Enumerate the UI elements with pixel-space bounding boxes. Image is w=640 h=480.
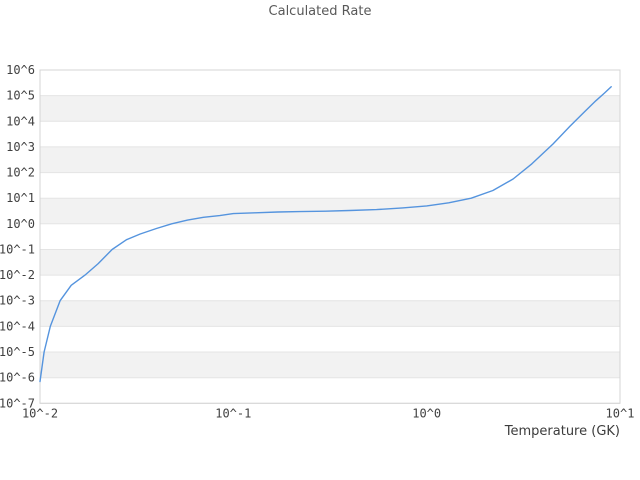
- y-tick-label: 10^4: [6, 114, 35, 128]
- y-tick-label: 10^-4: [0, 319, 35, 333]
- y-tick-label: 10^5: [6, 89, 35, 103]
- y-tick-label: 10^-2: [0, 268, 35, 282]
- plot-border: [39, 69, 621, 404]
- y-tick-label: 10^-5: [0, 345, 35, 359]
- plot-band: [40, 275, 620, 301]
- y-tick-label: 10^-7: [0, 396, 35, 410]
- y-tick-label: 10^2: [6, 166, 35, 180]
- x-tick-label: 10^-1: [215, 406, 251, 420]
- y-tick-label: 10^1: [6, 191, 35, 205]
- x-axis-title: Temperature (GK): [504, 424, 620, 439]
- plot-band: [40, 146, 620, 173]
- chart-title: Calculated Rate: [268, 4, 372, 19]
- plot-band: [40, 352, 620, 378]
- y-tick-label: 10^-3: [0, 294, 35, 308]
- plot-band: [40, 377, 620, 404]
- y-tick-label: 10^0: [6, 217, 35, 231]
- plot-band: [40, 95, 620, 122]
- x-tick-label: 10^1: [606, 406, 635, 420]
- y-tick-label: 10^6: [6, 63, 35, 77]
- plot-band: [40, 70, 620, 96]
- plot-band: [40, 326, 620, 352]
- rate-curve: [39, 85, 612, 383]
- plot-band: [40, 223, 620, 250]
- plot-band: [40, 172, 620, 199]
- plot-band: [40, 249, 620, 276]
- y-tick-label: 10^-1: [0, 243, 35, 257]
- x-tick-label: 10^0: [412, 406, 441, 420]
- y-tick-label: 10^-6: [0, 371, 35, 385]
- x-tick-label: 10^-2: [22, 406, 58, 420]
- y-tick-label: 10^3: [6, 140, 35, 154]
- plot-band: [40, 121, 620, 147]
- plot-band: [40, 300, 620, 327]
